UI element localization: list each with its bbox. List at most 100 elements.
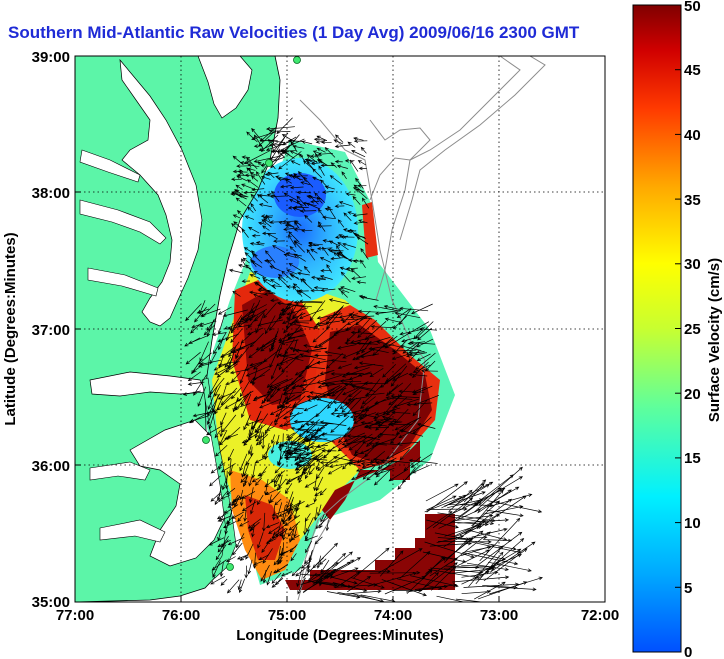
- x-tick-label: 74:00: [374, 607, 412, 624]
- velocity-arrow: [237, 514, 244, 523]
- velocity-arrow: [244, 565, 249, 579]
- velocity-arrow: [265, 126, 295, 131]
- velocity-arrow: [224, 356, 232, 369]
- velocity-arrow: [320, 513, 325, 523]
- velocity-arrow: [360, 259, 366, 268]
- velocity-arrow: [241, 258, 246, 267]
- velocity-arrow: [298, 299, 323, 304]
- velocity-arrow: [347, 396, 367, 402]
- velocity-arrow: [447, 515, 495, 526]
- velocity-arrow: [379, 550, 404, 577]
- velocity-arrow: [340, 286, 356, 293]
- velocity-arrow: [306, 555, 311, 573]
- velocity-arrow: [217, 333, 239, 343]
- velocity-arrow: [426, 511, 453, 530]
- velocity-arrow: [265, 522, 280, 529]
- velocity-arrow: [330, 567, 359, 579]
- velocity-arrow: [288, 322, 318, 329]
- velocity-arrow: [351, 276, 367, 281]
- velocity-arrow: [339, 318, 367, 322]
- map-plot-area: [74, 55, 606, 603]
- velocity-arrow: [290, 369, 305, 386]
- velocity-arrow: [366, 466, 383, 481]
- velocity-arrow: [316, 436, 342, 448]
- velocity-arrow: [227, 448, 235, 462]
- velocity-arrow: [322, 246, 329, 256]
- velocity-arrow: [261, 432, 265, 450]
- velocity-arrow: [226, 487, 236, 496]
- velocity-arrow: [289, 346, 307, 353]
- velocity-arrow: [249, 446, 254, 457]
- velocity-arrow: [288, 500, 305, 510]
- velocity-arrow: [214, 493, 221, 506]
- velocity-arrow: [264, 250, 276, 263]
- velocity-arrow: [269, 405, 288, 415]
- velocity-arrow: [192, 410, 217, 418]
- velocity-arrow: [297, 577, 306, 595]
- velocity-arrow: [191, 322, 205, 329]
- velocity-arrow: [217, 539, 231, 548]
- velocity-arrow: [319, 488, 327, 496]
- velocity-arrow: [330, 358, 347, 363]
- velocity-arrow: [288, 262, 303, 272]
- velocity-arrow: [227, 458, 232, 477]
- velocity-arrow: [328, 240, 340, 247]
- velocity-arrow: [334, 204, 345, 209]
- y-tick-label: 37:00: [32, 322, 70, 339]
- velocity-arrow: [308, 467, 315, 476]
- velocity-arrow: [367, 571, 418, 587]
- velocity-arrow: [314, 334, 335, 349]
- velocity-arrow: [487, 500, 543, 514]
- velocity-arrow: [315, 476, 324, 492]
- velocity-arrow: [298, 308, 324, 320]
- velocity-arrow: [213, 332, 227, 355]
- velocity-arrow: [209, 378, 220, 395]
- velocity-arrow: [350, 592, 391, 602]
- velocity-arrow: [293, 253, 306, 262]
- velocity-arrow: [225, 363, 239, 373]
- velocity-arrow: [330, 372, 358, 376]
- velocity-arrow: [214, 444, 228, 457]
- x-tick-label: 75:00: [268, 607, 306, 624]
- velocity-arrow: [398, 429, 424, 437]
- velocity-arrow: [263, 302, 277, 319]
- velocity-arrow: [277, 450, 282, 467]
- velocity-arrow: [310, 199, 320, 204]
- velocity-arrow: [330, 411, 356, 416]
- velocity-arrow: [332, 455, 351, 461]
- velocity-arrow: [282, 412, 304, 420]
- velocity-arrow: [352, 406, 369, 421]
- velocity-arrow: [379, 373, 401, 388]
- velocity-arrow: [258, 131, 275, 147]
- velocity-arrow: [411, 303, 433, 315]
- velocity-arrow: [310, 288, 324, 293]
- velocity-arrow: [324, 557, 361, 579]
- velocity-arrow: [328, 298, 349, 305]
- velocity-arrow: [353, 221, 365, 225]
- velocity-arrow: [286, 442, 295, 455]
- velocity-arrow: [216, 396, 233, 411]
- velocity-arrow: [302, 371, 330, 383]
- velocity-arrow: [238, 264, 251, 269]
- velocity-arrow: [352, 195, 361, 205]
- velocity-arrow: [251, 367, 258, 386]
- velocity-arrow: [236, 554, 247, 560]
- velocity-arrow: [413, 394, 440, 406]
- velocity-arrow: [353, 415, 367, 424]
- velocity-arrow: [377, 457, 397, 469]
- velocity-arrow: [263, 347, 283, 363]
- velocity-arrow: [332, 400, 348, 405]
- velocity-arrow: [241, 155, 250, 160]
- velocity-arrow: [326, 264, 332, 273]
- velocity-arrow: [237, 209, 244, 218]
- velocity-arrow: [345, 316, 367, 331]
- velocity-arrow: [350, 336, 375, 344]
- velocity-arrow: [221, 414, 237, 433]
- velocity-arrow: [358, 219, 368, 224]
- velocity-arrow: [460, 503, 495, 508]
- velocity-arrow: [311, 426, 323, 438]
- velocity-arrow: [314, 353, 333, 358]
- velocity-arrow: [271, 334, 277, 352]
- velocity-arrow: [296, 190, 312, 195]
- velocity-arrow: [401, 337, 416, 343]
